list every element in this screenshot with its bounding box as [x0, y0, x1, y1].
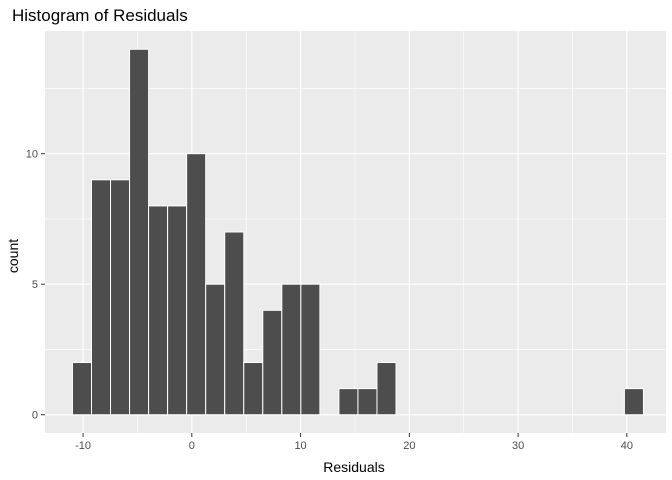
y-tick-label: 10	[26, 149, 38, 161]
histogram-bar	[205, 283, 226, 416]
histogram-bar	[281, 283, 302, 416]
histogram-bar	[376, 362, 397, 416]
histogram-bar	[167, 205, 188, 416]
x-tick-label: 30	[512, 440, 524, 452]
histogram-bar	[357, 388, 378, 416]
histogram-bar	[90, 179, 112, 416]
histogram-bar	[110, 179, 131, 416]
histogram-bar	[338, 388, 359, 416]
x-tick-label: 10	[294, 440, 306, 452]
y-tick-label: 0	[32, 410, 38, 422]
x-tick-label: 0	[189, 440, 195, 452]
histogram-bar	[243, 362, 264, 416]
chart-title: Histogram of Residuals	[12, 6, 188, 25]
histogram-bar	[224, 231, 245, 416]
histogram-bar	[300, 283, 321, 416]
x-axis-title: Residuals	[323, 459, 384, 475]
x-axis: -10 0 10 20 30 40	[75, 433, 633, 452]
y-axis: 0 5 10	[26, 149, 45, 422]
histogram-bar	[186, 153, 207, 416]
x-tick-label: 40	[621, 440, 633, 452]
y-axis-title: count	[5, 239, 21, 273]
y-tick-label: 5	[32, 279, 38, 291]
bars	[71, 48, 644, 416]
histogram-bar	[148, 205, 169, 416]
histogram-bar	[623, 388, 644, 416]
x-tick-label: -10	[75, 440, 91, 452]
histogram-bar	[129, 48, 150, 416]
x-tick-label: 20	[403, 440, 415, 452]
histogram-bar	[262, 309, 283, 416]
histogram-bar	[71, 362, 92, 416]
